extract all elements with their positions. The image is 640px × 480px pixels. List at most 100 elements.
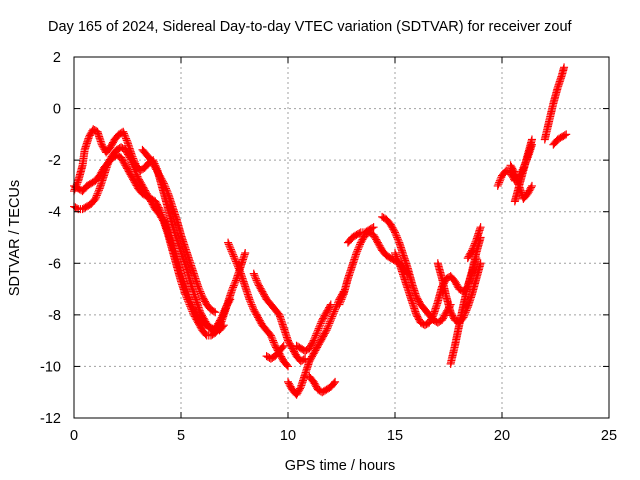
- data-point: [231, 276, 240, 285]
- data-point: [312, 329, 321, 338]
- data-point: [94, 187, 103, 196]
- data-point: [468, 244, 477, 253]
- data-point: [494, 180, 503, 189]
- y-tick-label: -4: [48, 205, 61, 221]
- series-track-i: [305, 372, 340, 397]
- data-point: [162, 184, 171, 193]
- data-point: [353, 245, 362, 254]
- y-tick-label: -12: [40, 411, 61, 427]
- data-point: [393, 255, 402, 264]
- data-point: [120, 131, 129, 140]
- data-point: [315, 322, 324, 331]
- data-point: [329, 309, 338, 318]
- data-point: [129, 162, 138, 171]
- data-point: [328, 312, 337, 321]
- data-points: [70, 63, 571, 399]
- x-tick-label: 5: [177, 428, 185, 444]
- data-point: [132, 169, 141, 178]
- data-point: [127, 157, 136, 166]
- data-point: [391, 248, 399, 257]
- data-point: [129, 163, 138, 172]
- data-point: [310, 334, 319, 343]
- data-point: [268, 334, 277, 343]
- x-tick-label: 0: [70, 428, 78, 444]
- data-point: [250, 271, 259, 280]
- data-point: [162, 186, 171, 195]
- data-point: [470, 239, 479, 248]
- data-point: [231, 257, 240, 266]
- data-point: [163, 187, 172, 196]
- data-point: [195, 285, 204, 294]
- data-point: [331, 305, 340, 314]
- x-tick-label: 15: [387, 428, 403, 444]
- data-point: [527, 183, 536, 192]
- data-point: [323, 322, 332, 331]
- data-point: [468, 246, 477, 255]
- data-point: [278, 343, 287, 352]
- data-point: [119, 127, 128, 136]
- data-point: [393, 233, 402, 242]
- data-point: [226, 243, 235, 252]
- data-point: [119, 129, 128, 138]
- data-point: [196, 287, 205, 296]
- data-point: [246, 297, 255, 306]
- data-point: [335, 300, 344, 309]
- data-point: [186, 303, 195, 312]
- data-point: [94, 186, 103, 195]
- series-track-t: [506, 161, 536, 203]
- series-track-g: [262, 341, 288, 363]
- data-point: [527, 181, 536, 190]
- data-point: [131, 167, 140, 176]
- data-point: [327, 314, 336, 323]
- data-point: [322, 326, 331, 335]
- data-point: [316, 319, 325, 328]
- chart-title: Day 165 of 2024, Sidereal Day-to-day VTE…: [48, 19, 573, 35]
- data-point: [476, 223, 485, 232]
- data-point: [159, 179, 168, 188]
- data-point: [225, 242, 234, 251]
- data-point: [354, 243, 363, 252]
- data-point: [251, 274, 260, 283]
- data-point: [527, 135, 536, 144]
- data-point: [234, 264, 243, 273]
- data-point: [311, 333, 320, 342]
- data-point: [160, 181, 169, 190]
- data-point: [230, 254, 239, 263]
- y-tick-label: -10: [40, 359, 61, 375]
- data-point: [232, 259, 241, 268]
- series-track-j: [292, 300, 335, 355]
- data-point: [184, 297, 193, 306]
- x-tick-label: 10: [280, 428, 296, 444]
- data-point: [324, 321, 333, 330]
- data-point: [224, 238, 233, 247]
- data-point: [328, 310, 337, 319]
- y-tick-label: -6: [48, 256, 61, 272]
- data-point: [325, 302, 334, 311]
- series-track-d: [138, 145, 220, 317]
- data-point: [188, 307, 197, 316]
- data-point: [226, 245, 235, 254]
- data-point: [338, 293, 347, 302]
- grid-lines: [74, 57, 609, 418]
- series-track-h: [284, 287, 348, 399]
- data-point: [391, 228, 399, 237]
- data-point: [247, 300, 256, 309]
- data-point: [495, 176, 504, 185]
- data-point: [128, 160, 137, 169]
- data-point: [368, 224, 377, 233]
- data-point: [316, 321, 325, 330]
- data-point: [252, 276, 261, 285]
- data-point: [393, 254, 402, 263]
- data-point: [391, 230, 400, 239]
- series-track-v: [549, 130, 571, 149]
- data-point: [194, 284, 203, 293]
- data-point: [269, 338, 278, 347]
- data-point: [330, 379, 339, 388]
- data-point: [309, 336, 318, 345]
- data-point: [229, 281, 238, 290]
- data-point: [209, 307, 218, 316]
- data-point: [236, 267, 245, 276]
- data-point: [92, 191, 101, 200]
